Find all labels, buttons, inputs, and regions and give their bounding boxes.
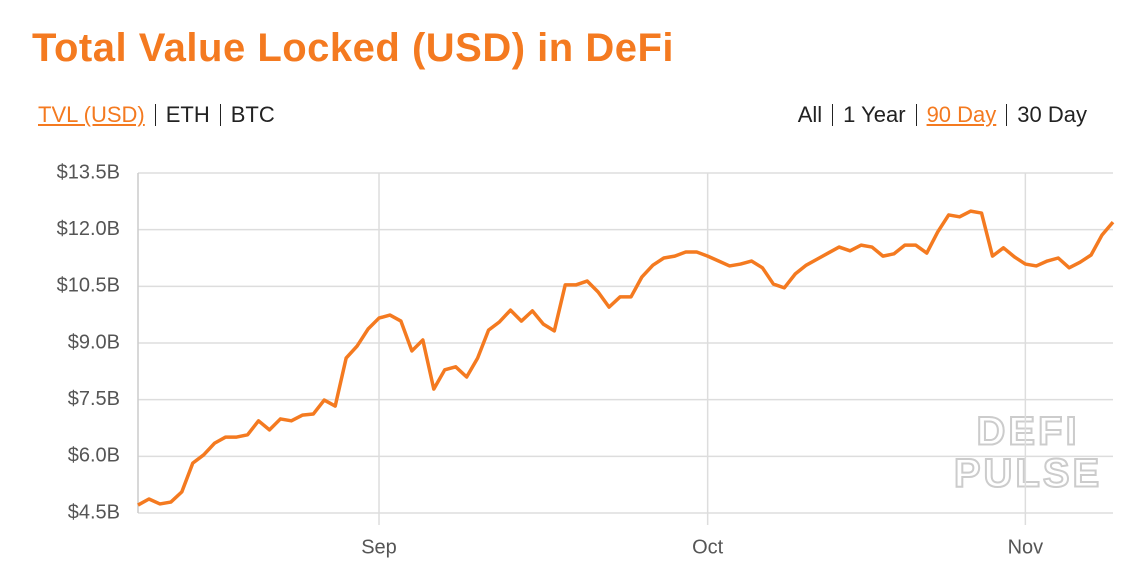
tab[interactable]: ETH (154, 104, 220, 126)
watermark: DEFI (976, 410, 1079, 454)
y-tick-label: $12.0B (57, 218, 120, 240)
tab[interactable]: 1 Year (832, 104, 915, 126)
x-tick-label: Nov (1008, 536, 1044, 558)
title: Total Value Locked (USD) in DeFi (32, 26, 675, 70)
y-tick-label: $7.5B (68, 388, 120, 410)
y-tick-label: $13.5B (57, 161, 120, 183)
tabs-right: All 1 Year 90 Day 30 Day (798, 104, 1087, 126)
line (137, 209, 1115, 507)
x-tick-label: Sep (361, 536, 397, 558)
tab[interactable]: 30 Day (1006, 104, 1087, 126)
tab[interactable]: 90 Day (915, 104, 1007, 126)
tabs-left: TVL (USD) ETH BTC (38, 104, 275, 126)
tab[interactable]: TVL (USD) (38, 102, 145, 127)
watermark: PULSE (954, 452, 1102, 496)
x-tick-label: Oct (692, 536, 724, 558)
y-tick-label: $10.5B (57, 275, 120, 297)
y-tick-label: $6.0B (68, 445, 120, 467)
y-tick-label: $9.0B (68, 331, 120, 353)
tab[interactable]: All (797, 102, 823, 127)
y-tick-label: $4.5B (68, 501, 120, 523)
tab[interactable]: BTC (219, 104, 275, 126)
